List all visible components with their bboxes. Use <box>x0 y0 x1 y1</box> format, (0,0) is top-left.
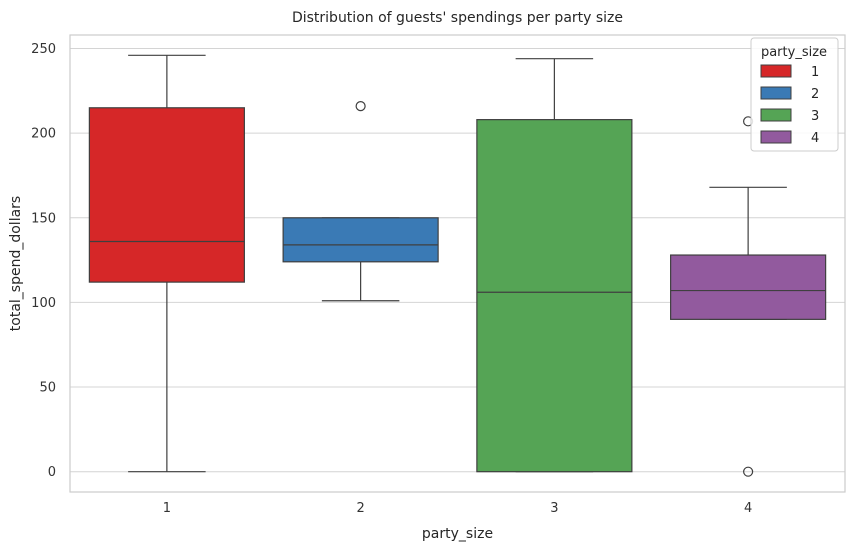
box-iqr <box>282 217 439 263</box>
legend-title: party_size <box>761 45 827 60</box>
legend: party_size 1 2 3 4 <box>750 37 839 152</box>
x-tick-label: 1 <box>163 501 171 516</box>
x-tick-labels: 1 2 3 4 <box>163 501 753 516</box>
y-tick-label: 200 <box>31 127 56 142</box>
x-tick-label: 3 <box>550 501 558 516</box>
y-tick-label: 100 <box>31 296 56 311</box>
boxes-group <box>88 54 827 477</box>
y-tick-labels: 0 50 100 150 200 250 <box>31 42 56 480</box>
y-tick-label: 150 <box>31 211 56 226</box>
box-iqr <box>476 119 633 473</box>
x-axis-title: party_size <box>422 526 493 542</box>
legend-label-2: 2 <box>811 87 819 102</box>
chart-title: Distribution of guests' spendings per pa… <box>292 10 623 26</box>
box-iqr <box>88 107 245 283</box>
y-axis-title: total_spend_dollars <box>8 196 24 331</box>
y-tick-label: 250 <box>31 42 56 57</box>
outlier-point <box>743 466 754 477</box>
legend-swatch-2 <box>760 86 792 100</box>
box-group-4 <box>670 116 827 477</box>
legend-label-1: 1 <box>811 65 819 80</box>
x-tick-label: 2 <box>356 501 364 516</box>
plot-frame <box>69 34 846 493</box>
y-tick-label: 0 <box>48 465 56 480</box>
x-tick-label: 4 <box>744 501 752 516</box>
legend-swatch-4 <box>760 130 792 144</box>
legend-swatch-1 <box>760 64 792 78</box>
legend-label-4: 4 <box>811 131 819 146</box>
legend-label-3: 3 <box>811 109 819 124</box>
box-group-2 <box>282 100 439 302</box>
outlier-point <box>355 100 366 112</box>
legend-swatch-3 <box>760 108 792 122</box>
box-group-3 <box>476 58 633 473</box>
box-group-1 <box>88 54 245 473</box>
y-tick-label: 50 <box>39 381 56 396</box>
box-iqr <box>670 254 827 320</box>
